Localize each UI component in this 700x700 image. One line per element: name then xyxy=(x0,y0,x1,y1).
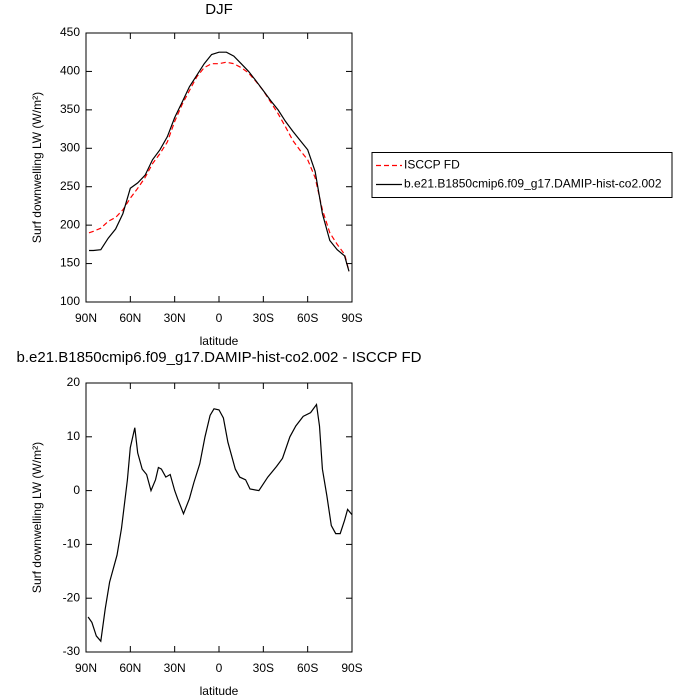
x-tick-label: 0 xyxy=(216,311,223,325)
chart-title: DJF xyxy=(205,1,233,18)
y-tick-label: 300 xyxy=(60,140,80,154)
legend-label: b.e21.B1850cmip6.f09_g17.DAMIP-hist-co2.… xyxy=(404,177,662,191)
y-tick-label: -20 xyxy=(63,590,81,604)
x-tick-label: 60S xyxy=(297,311,318,325)
y-tick-label: -30 xyxy=(63,644,81,658)
x-tick-label: 90S xyxy=(341,311,362,325)
chart-title: b.e21.B1850cmip6.f09_g17.DAMIP-hist-co2.… xyxy=(17,349,422,366)
y-tick-label: 250 xyxy=(60,179,80,193)
y-tick-label: 350 xyxy=(60,102,80,116)
x-tick-label: 90N xyxy=(75,311,97,325)
plot-frame xyxy=(85,32,353,303)
y-tick-label: 150 xyxy=(60,256,80,270)
x-axis-label: latitude xyxy=(200,334,239,348)
y-tick-label: 400 xyxy=(60,64,80,78)
plot-frame xyxy=(85,382,353,653)
y-tick-label: 0 xyxy=(73,483,80,497)
data-line xyxy=(87,402,353,643)
x-tick-label: 30N xyxy=(164,311,186,325)
legend-label: ISCCP FD xyxy=(404,158,460,172)
data-line xyxy=(88,61,350,272)
x-tick-label: 90S xyxy=(341,661,362,675)
x-tick-label: 30S xyxy=(253,661,274,675)
y-tick-label: -10 xyxy=(63,537,81,551)
y-axis-label: Surf downwelling LW (W/m²) xyxy=(30,442,44,593)
x-tick-label: 90N xyxy=(75,661,97,675)
x-tick-label: 30N xyxy=(164,661,186,675)
y-tick-label: 200 xyxy=(60,217,80,231)
x-tick-label: 60N xyxy=(119,661,141,675)
x-tick-label: 60S xyxy=(297,661,318,675)
legend-box xyxy=(371,152,673,198)
y-tick-label: 10 xyxy=(67,429,81,443)
data-line xyxy=(89,51,350,272)
y-tick-label: 450 xyxy=(60,25,80,39)
x-tick-label: 60N xyxy=(119,311,141,325)
y-tick-label: 20 xyxy=(67,375,81,389)
y-axis-label: Surf downwelling LW (W/m²) xyxy=(30,92,44,243)
x-tick-label: 0 xyxy=(216,661,223,675)
x-tick-label: 30S xyxy=(253,311,274,325)
y-tick-label: 100 xyxy=(60,294,80,308)
x-axis-label: latitude xyxy=(200,684,239,698)
